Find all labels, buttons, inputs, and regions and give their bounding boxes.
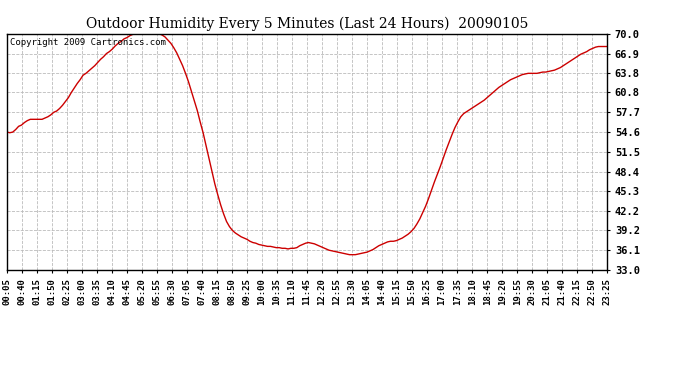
Text: Copyright 2009 Cartronics.com: Copyright 2009 Cartronics.com	[10, 39, 166, 48]
Title: Outdoor Humidity Every 5 Minutes (Last 24 Hours)  20090105: Outdoor Humidity Every 5 Minutes (Last 2…	[86, 17, 529, 31]
